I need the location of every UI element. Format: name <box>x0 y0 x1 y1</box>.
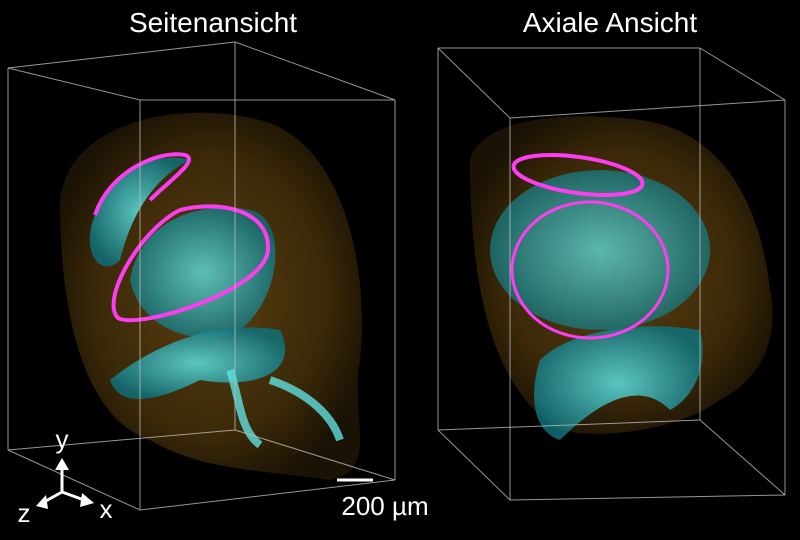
axial-view-specimen <box>470 116 773 440</box>
axis-label: y <box>56 424 69 454</box>
axis-triad <box>36 458 94 509</box>
scale-bar-label: 200 µm <box>341 491 428 521</box>
axis-label: z <box>18 498 31 528</box>
title: Axiale Ansicht <box>523 7 698 38</box>
title: Seitenansicht <box>129 7 297 38</box>
left-bounding-box <box>7 41 396 511</box>
side-view-specimen <box>60 112 362 480</box>
right-bounding-box <box>437 47 786 501</box>
axis-label: x <box>100 494 113 524</box>
